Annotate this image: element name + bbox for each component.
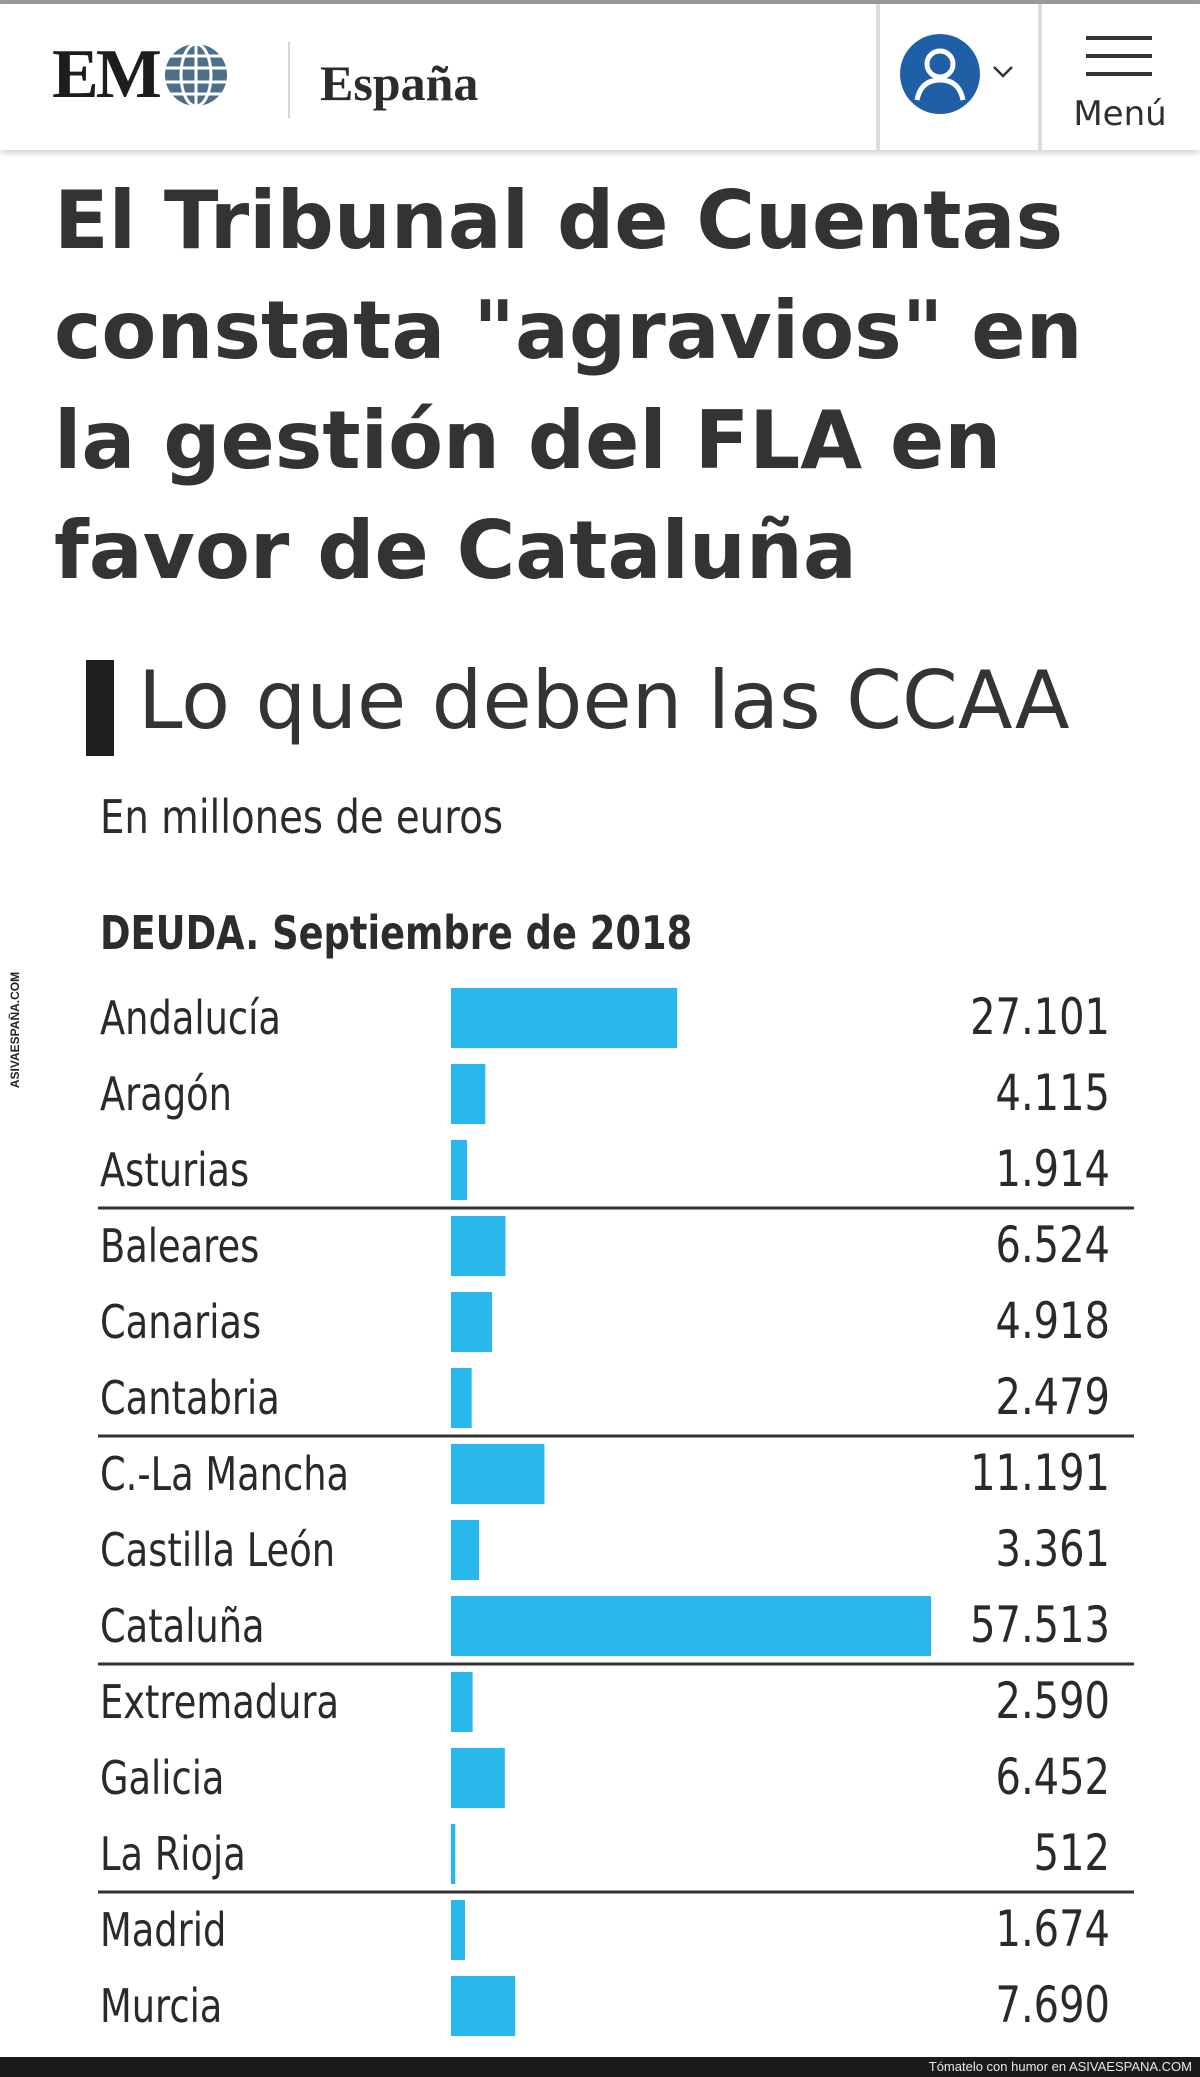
value-label-3: 6.524 [996,1216,1110,1275]
value-label-7: 3.361 [996,1520,1110,1579]
value-label-9: 2.590 [996,1672,1110,1731]
bar-10 [451,1748,505,1808]
value-label-0: 27.101 [970,988,1110,1047]
category-label-11: La Rioja [100,1827,246,1881]
user-avatar-icon [900,34,980,114]
section-title[interactable]: España [320,55,479,111]
bar-9 [451,1672,473,1732]
bar-12 [451,1900,465,1960]
chart-title-marker [86,660,114,756]
bar-11 [451,1824,456,1884]
chart-subtitle: En millones de euros [100,790,504,844]
category-label-3: Baleares [100,1219,259,1273]
bar-0 [451,988,678,1048]
category-label-13: Murcia [100,1979,222,2033]
category-label-5: Cantabria [100,1371,280,1425]
value-label-12: 1.674 [996,1900,1110,1959]
category-label-4: Canarias [100,1295,261,1349]
debt-bar-chart: Andalucía 27.101 Aragón 4.115 Asturias 1.914 B… [98,988,1134,2036]
chevron-down-icon [993,66,1013,78]
category-label-9: Extremadura [100,1675,339,1729]
footer-text: Tómatelo con humor en ASIVAESPANA.COM [928,2059,1192,2074]
chart-title: Lo que deben las CCAA [138,654,1070,747]
value-label-13: 7.690 [996,1976,1110,2035]
watermark-text: ASIVAESPAÑA.COM [8,971,22,1089]
bar-4 [451,1292,493,1352]
category-label-0: Andalucía [100,991,281,1045]
bar-3 [451,1216,506,1276]
hamburger-icon [1086,36,1152,76]
bar-1 [451,1064,486,1124]
bar-6 [451,1444,545,1504]
header-divider [288,42,290,118]
bar-13 [451,1976,516,2036]
category-label-1: Aragón [100,1067,232,1121]
category-label-7: Castilla León [100,1523,335,1577]
category-label-12: Madrid [100,1903,226,1957]
value-label-8: 57.513 [970,1596,1110,1655]
category-label-8: Cataluña [100,1599,265,1653]
top-border [0,0,1200,4]
menu-label: Menú [1073,94,1167,134]
page-footer: Tómatelo con humor en ASIVAESPANA.COM [0,2057,1200,2077]
value-label-1: 4.115 [996,1064,1110,1123]
value-label-11: 512 [1034,1824,1110,1883]
globe-icon [164,44,227,106]
bar-2 [451,1140,467,1200]
value-label-5: 2.479 [996,1368,1110,1427]
category-label-2: Asturias [100,1143,249,1197]
bar-5 [451,1368,472,1428]
menu-button[interactable]: Menú [1040,4,1200,150]
site-header: EM España [0,4,1200,150]
chart-series-label: DEUDA. Septiembre de 2018 [100,906,693,960]
value-label-10: 6.452 [996,1748,1110,1807]
site-logo[interactable]: EM [52,40,229,110]
category-label-6: C.-La Mancha [100,1447,349,1501]
side-watermark: ASIVAESPAÑA.COM [0,970,30,1090]
user-account-button[interactable] [876,4,1042,150]
article-headline: El Tribunal de Cuentas constata "agravio… [54,174,1083,597]
logo-text: EM [52,36,162,113]
bar-7 [451,1520,480,1580]
bar-8 [451,1596,931,1656]
value-label-4: 4.918 [996,1292,1110,1351]
category-label-10: Galicia [100,1751,224,1805]
value-label-2: 1.914 [996,1140,1110,1199]
value-label-6: 11.191 [970,1444,1110,1503]
